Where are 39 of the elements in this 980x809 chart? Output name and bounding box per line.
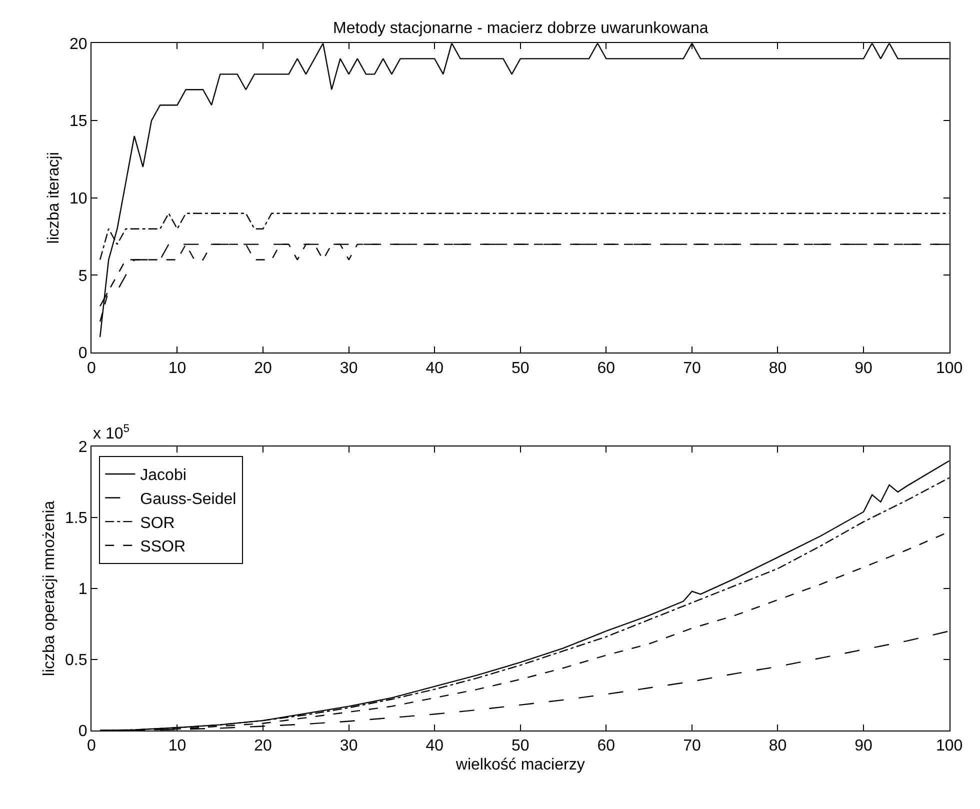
y-tick-label: 5	[78, 268, 88, 285]
x-tick-label: 20	[254, 360, 272, 377]
legend-label: SSOR	[140, 538, 186, 556]
x-tick-label: 20	[254, 738, 272, 755]
chart-title: Metody stacjonarne - macierz dobrze uwarunkowana	[333, 20, 708, 37]
x-tick-label: 10	[168, 360, 186, 377]
x-tick-label: 90	[854, 738, 873, 755]
y-tick-label: 1.5	[65, 510, 88, 528]
y-tick-label: 20	[69, 36, 88, 53]
x-tick-label: 90	[854, 360, 873, 377]
x-axis-title: wielkość macierzy	[454, 756, 585, 774]
y-axis-title: liczba operacji mnożenia	[40, 500, 58, 676]
x-tick-label: 30	[340, 738, 358, 755]
legend-label: Gauss-Seidel	[140, 491, 236, 508]
x-tick-label: 80	[768, 360, 787, 377]
x-tick-label: 70	[683, 738, 701, 755]
legend-label: SOR	[140, 514, 175, 532]
y-tick-label: 0	[78, 345, 88, 362]
text: x 10$^{5}$	[93, 423, 130, 443]
y-tick-label: 0	[78, 723, 88, 740]
x-tick-label: 100	[936, 360, 963, 377]
x-tick-label: 60	[597, 360, 616, 377]
x-tick-label: 10	[168, 738, 186, 755]
x-tick-label: 50	[511, 738, 530, 755]
y-tick-label: 0.5	[65, 652, 88, 670]
x-tick-label: 80	[768, 738, 787, 755]
y-tick-label: 1	[78, 581, 88, 598]
x-tick-label: 50	[511, 360, 530, 377]
y-tick-label: 15	[69, 113, 88, 130]
x-tick-label: 40	[426, 738, 444, 755]
y-axis-title: liczba iteracji	[45, 152, 62, 244]
x-tick-label: 100	[936, 738, 963, 755]
x-tick-label: 70	[683, 360, 701, 377]
y-tick-label: 2	[78, 439, 88, 456]
x-tick-label: 60	[597, 738, 616, 755]
x-tick-label: 40	[426, 360, 444, 377]
y-tick-label: 10	[69, 190, 88, 208]
x-tick-label: 30	[340, 360, 358, 377]
legend-label: Jacobi	[140, 467, 186, 484]
